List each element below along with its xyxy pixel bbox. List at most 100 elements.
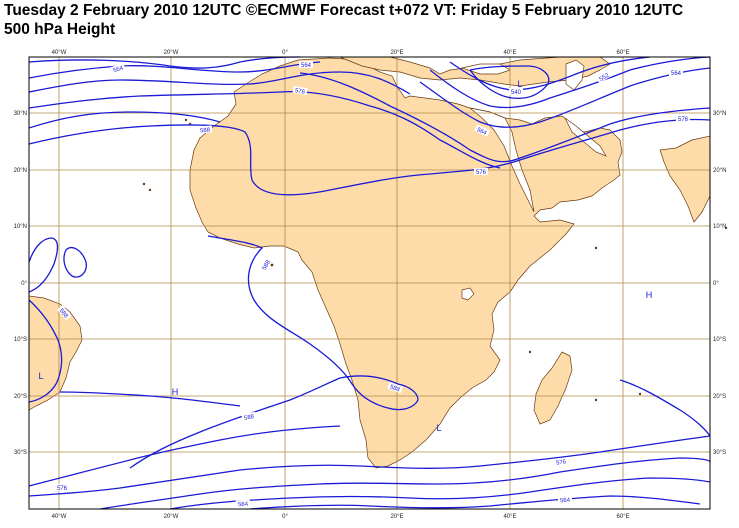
contour-label: 588 (241, 411, 257, 422)
chart-subtitle: 500 hPa Height (4, 21, 116, 38)
contour-line (63, 247, 87, 278)
contour-label-bg (474, 124, 491, 137)
contour-line (429, 56, 711, 109)
low-pressure-label: L (436, 423, 441, 433)
contour-label-text: 564 (671, 71, 682, 77)
island (528, 350, 532, 354)
contour-label-text: 588 (262, 259, 273, 271)
lat-tick-label: 20°S (14, 394, 27, 400)
lat-tick-label: 20°N (713, 168, 726, 174)
lon-tick-label: 20°W (164, 50, 179, 56)
lon-tick-label: 20°W (164, 514, 179, 520)
lat-tick-label: 20°S (713, 394, 726, 400)
contour-label: 576 (474, 168, 488, 176)
contour-label: 564 (474, 124, 491, 137)
contour-line (299, 72, 711, 163)
contour-label: 564 (557, 495, 573, 505)
pressure-centers: L L H H L (38, 79, 652, 433)
contour-label-text: 564 (560, 498, 571, 505)
contour-label-bg (669, 69, 683, 76)
contour-label-bg (259, 256, 273, 273)
island (148, 188, 152, 192)
contour-label: 588 (387, 381, 403, 394)
contour-label-bg (292, 85, 308, 96)
madagascar (533, 351, 573, 425)
contour-label: 576 (55, 484, 69, 492)
lat-lon-grid (29, 57, 710, 509)
lon-tick-label: 0° (282, 514, 288, 520)
low-pressure-label: L (38, 371, 43, 381)
contour-label: 588 (259, 256, 273, 273)
persian-gulf (564, 117, 607, 157)
lon-tick-label: 40°E (503, 514, 516, 520)
red-sea (469, 107, 535, 213)
contour-label: 540 (509, 88, 523, 96)
lake-victoria (461, 287, 475, 301)
lat-tick-label: 10°S (14, 337, 27, 343)
contour-label: 564 (110, 63, 126, 75)
low-pressure-label: L (517, 79, 522, 89)
contour-line (207, 235, 419, 411)
contour-label-text: 588 (200, 128, 211, 135)
contour-label: 552 (595, 70, 612, 84)
contour-label-text: 588 (389, 384, 401, 393)
contour-line (28, 118, 711, 196)
lon-tick-label: 20°E (390, 514, 403, 520)
contour-line (449, 56, 651, 91)
contour-label-text: 564 (238, 502, 249, 509)
contour-label-bg (235, 499, 251, 508)
contour-label-text: 576 (57, 486, 68, 492)
contour-label: 564 (299, 61, 313, 69)
lon-tick-label: 40°E (503, 50, 516, 56)
contour-line (28, 435, 711, 497)
lat-tick-label: 0° (713, 281, 719, 287)
lat-tick-label: 0° (21, 281, 27, 287)
contour-label-bg (676, 115, 690, 122)
contour-line (129, 375, 399, 469)
contour-label-text: 576 (556, 459, 567, 466)
contour-line (28, 71, 411, 95)
contour-label-text: 588 (244, 414, 256, 422)
high-pressure-label: H (172, 387, 179, 397)
contour-label: 564 (669, 69, 683, 77)
lon-tick-label: 20°E (390, 50, 403, 56)
contour-line (419, 67, 711, 128)
contour-label-text: 564 (301, 63, 312, 69)
island (184, 118, 188, 122)
island (638, 392, 642, 396)
contour-label: 576 (676, 115, 690, 123)
contour-labels: 564 564 576 588 540 552 564 564 576 576 588 588 588 5… (55, 61, 690, 509)
contour-label-bg (553, 457, 569, 466)
lon-tick-label: 0° (282, 50, 288, 56)
lon-tick-label: 40°W (52, 514, 67, 520)
contour-line (28, 425, 341, 487)
contour-line (28, 111, 221, 129)
lat-tick-label: 10°N (713, 224, 726, 230)
contour-line (249, 495, 701, 510)
island (142, 182, 146, 186)
contour-label-bg (241, 411, 257, 422)
contour-label-bg (557, 495, 573, 504)
lat-tick-label: 30°S (713, 450, 726, 456)
lon-tick-label: 40°W (52, 50, 67, 56)
contour-label: 576 (553, 457, 569, 467)
contour-label-text: 576 (678, 117, 689, 123)
contour-label-bg (57, 305, 72, 321)
contour-label: 564 (235, 499, 251, 509)
map-frame (28, 56, 711, 510)
contour-line (28, 237, 59, 293)
high-pressure-label: H (646, 290, 653, 300)
contour-label-bg (110, 63, 126, 75)
contour-label-text: 576 (476, 170, 487, 176)
contour-line (59, 391, 241, 407)
island (594, 398, 598, 402)
contour-label-text: 588 (58, 308, 69, 320)
contour-line (169, 477, 711, 510)
contour-label-bg (299, 61, 313, 68)
chart-title: Tuesday 2 February 2010 12UTC ©ECMWF For… (4, 2, 684, 19)
contour-label-text: 540 (511, 90, 522, 96)
island (270, 263, 274, 267)
south-america (28, 295, 83, 411)
height-contours (28, 56, 711, 510)
